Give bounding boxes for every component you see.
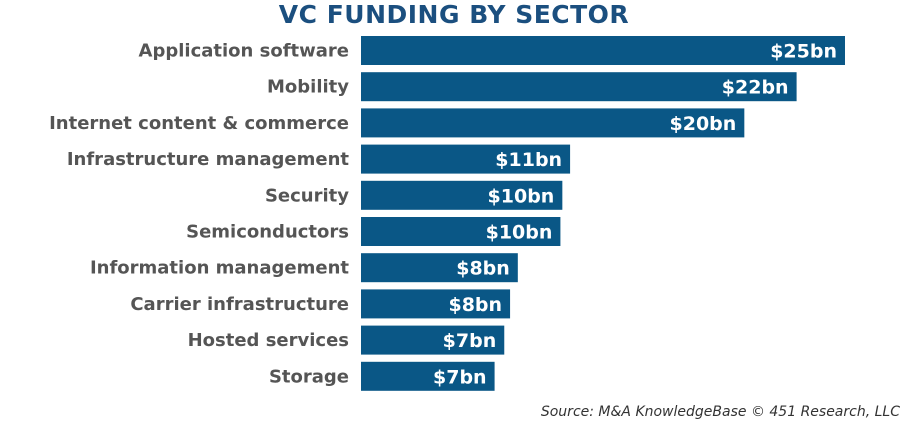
bar-storage [361,361,495,391]
value-label-information-management: $8bn [456,258,510,280]
value-label-internet-content-and-commerce: $20bn [670,113,737,135]
category-label-mobility: Mobility [267,77,349,98]
value-label-carrier-infrastructure: $8bn [448,294,502,316]
bar-hosted-services [361,325,505,355]
category-label-application-software: Application software [139,41,349,62]
value-label-semiconductors: $10bn [486,222,553,244]
bar-group-storage: Storage $7bn [269,361,495,391]
bar-group-internet-content-and-commerce: Internet content & commerce $20bn [49,108,745,138]
bar-group-semiconductors: Semiconductors $10bn [186,217,561,246]
bar-infrastructure-management [361,144,571,174]
bar-information-management [361,253,518,283]
bar-group-infrastructure-management: Infrastructure management $11bn [67,144,571,174]
category-label-internet-content-and-commerce: Internet content & commerce [49,113,349,134]
value-label-infrastructure-management: $11bn [495,149,562,171]
category-label-storage: Storage [269,366,349,387]
category-label-hosted-services: Hosted services [188,330,349,351]
bar-semiconductors [361,217,561,246]
bar-group-mobility: Mobility $22bn [267,72,797,102]
bar-mobility [361,72,797,102]
value-label-security: $10bn [488,185,555,207]
bar-security [361,180,563,210]
source-note: Source: M&A KnowledgeBase © 451 Research… [540,404,900,420]
value-label-storage: $7bn [433,366,487,388]
category-label-infrastructure-management: Infrastructure management [67,149,350,170]
category-label-information-management: Information management [90,258,349,279]
bar-group-security: Security $10bn [265,180,563,210]
bar-group-application-software: Application software $25bn [139,36,845,65]
chart-title: VC FUNDING BY SECTOR [278,0,630,29]
category-label-security: Security [265,185,349,206]
bar-internet-content-and-commerce [361,108,745,138]
bar-group-hosted-services: Hosted services $7bn [188,325,505,355]
value-label-hosted-services: $7bn [443,330,497,352]
category-label-semiconductors: Semiconductors [186,222,349,243]
category-label-carrier-infrastructure: Carrier infrastructure [130,294,349,315]
bar-group-carrier-infrastructure: Carrier infrastructure $8bn [130,289,511,319]
bar-group-information-management: Information management $8bn [90,253,518,283]
value-label-mobility: $22bn [722,77,789,99]
value-label-application-software: $25bn [770,41,837,63]
bar-application-software [361,36,845,65]
bar-carrier-infrastructure [361,289,511,319]
